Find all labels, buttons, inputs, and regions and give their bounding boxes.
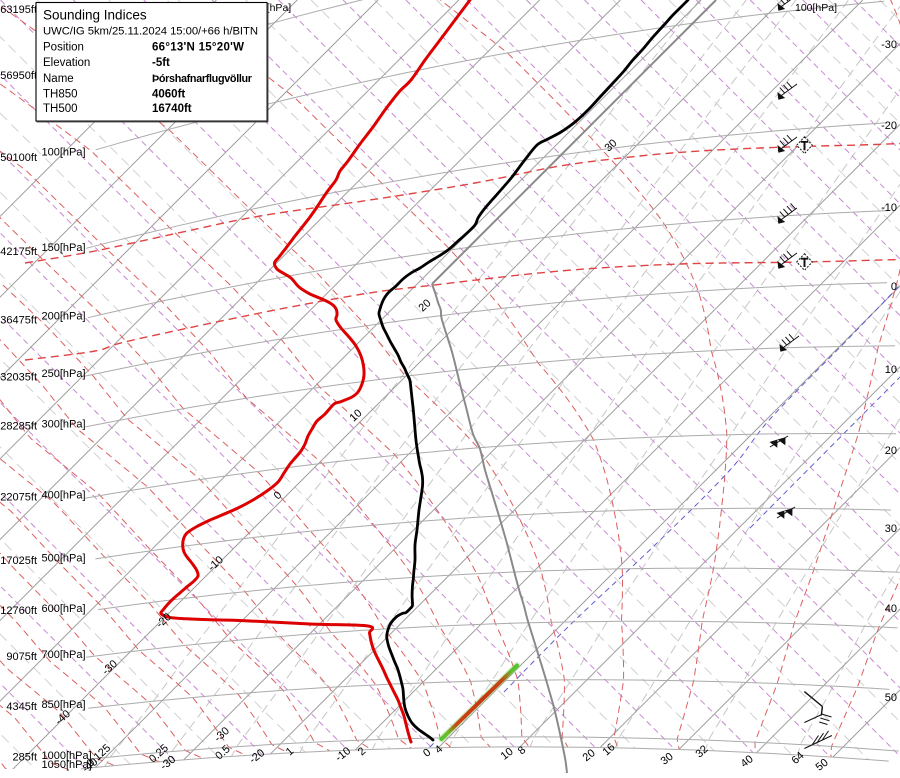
svg-text:12760ft: 12760ft: [0, 605, 37, 617]
svg-text:30: 30: [885, 523, 897, 535]
svg-text:63195ft: 63195ft: [0, 4, 37, 16]
svg-text:22075ft: 22075ft: [0, 491, 37, 503]
svg-text:56950ft: 56950ft: [0, 70, 37, 82]
svg-text:150[hPa]: 150[hPa]: [42, 242, 86, 254]
svg-text:42175ft: 42175ft: [0, 246, 37, 258]
svg-text:10: 10: [885, 364, 897, 376]
svg-text:36475ft: 36475ft: [0, 314, 37, 326]
svg-text:50: 50: [885, 692, 897, 704]
svg-text:200[hPa]: 200[hPa]: [42, 310, 86, 322]
svg-text:30: 30: [659, 751, 676, 768]
svg-text:17025ft: 17025ft: [0, 555, 37, 567]
svg-text:Position: Position: [43, 41, 84, 53]
svg-text:TH500: TH500: [43, 103, 78, 115]
svg-text:40: 40: [739, 753, 756, 770]
svg-text:Þórshafnarflugvöllur: Þórshafnarflugvöllur: [152, 73, 253, 85]
svg-text:0: 0: [891, 281, 897, 293]
svg-text:UWC/IG 5km/25.11.2024 15:00/+6: UWC/IG 5km/25.11.2024 15:00/+66 h/BITN: [43, 26, 258, 38]
svg-text:100[hPa]: 100[hPa]: [42, 146, 86, 158]
svg-text:300[hPa]: 300[hPa]: [42, 418, 86, 430]
svg-text:16740ft: 16740ft: [152, 103, 192, 115]
svg-text:400[hPa]: 400[hPa]: [42, 489, 86, 501]
svg-text:9075ft: 9075ft: [6, 651, 37, 663]
svg-text:-5ft: -5ft: [152, 57, 170, 69]
svg-text:-20: -20: [881, 120, 897, 132]
svg-text:250[hPa]: 250[hPa]: [42, 368, 86, 380]
svg-text:500[hPa]: 500[hPa]: [42, 552, 86, 564]
svg-text:700[hPa]: 700[hPa]: [42, 649, 86, 661]
svg-text:Elevation: Elevation: [43, 57, 90, 69]
svg-text:-10: -10: [881, 202, 897, 214]
svg-text:TH850: TH850: [43, 89, 78, 101]
svg-text:1050[hPa]: 1050[hPa]: [42, 759, 92, 771]
svg-text:20: 20: [581, 747, 598, 764]
svg-text:50: 50: [814, 757, 831, 773]
svg-text:40: 40: [885, 603, 897, 615]
svg-text:Name: Name: [43, 73, 74, 85]
svg-text:32035ft: 32035ft: [0, 371, 37, 383]
svg-text:100[hPa]: 100[hPa]: [795, 2, 837, 14]
svg-text:4345ft: 4345ft: [6, 701, 37, 713]
svg-text:-30: -30: [881, 39, 897, 51]
svg-text:285ft: 285ft: [13, 751, 37, 763]
svg-text:Sounding Indices: Sounding Indices: [43, 8, 147, 23]
svg-text:1000[hPa]: 1000[hPa]: [42, 750, 92, 762]
svg-text:600[hPa]: 600[hPa]: [42, 603, 86, 615]
svg-text:66°13'N 15°20'W: 66°13'N 15°20'W: [152, 41, 244, 53]
svg-text:850[hPa]: 850[hPa]: [42, 699, 86, 711]
svg-text:50100ft: 50100ft: [0, 152, 37, 164]
svg-text:4060ft: 4060ft: [152, 89, 185, 101]
svg-text:28285ft: 28285ft: [0, 420, 37, 432]
svg-text:20: 20: [885, 445, 897, 457]
svg-text:10: 10: [499, 746, 516, 763]
